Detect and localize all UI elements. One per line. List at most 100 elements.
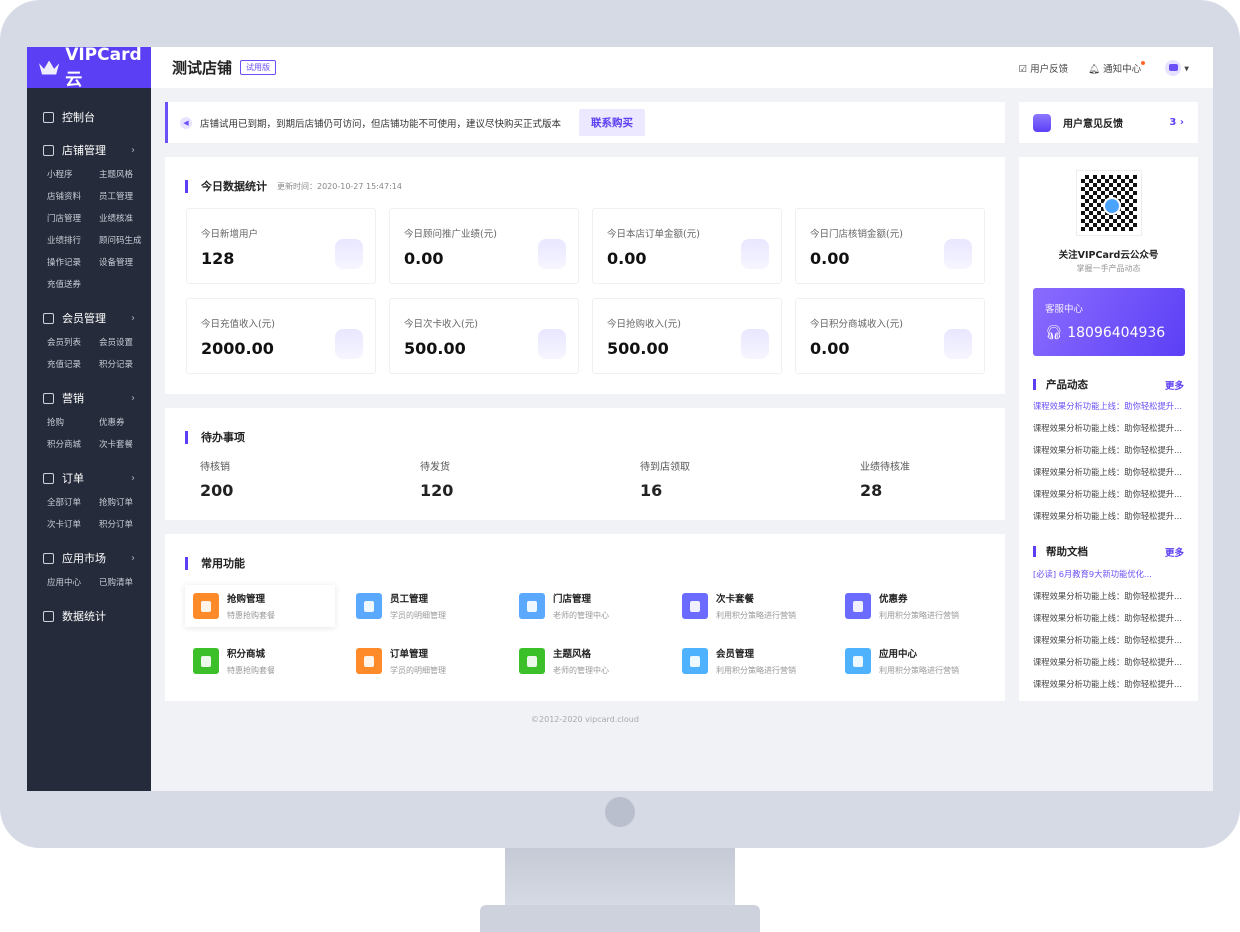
- stat-label: 今日抢购收入(元): [607, 319, 681, 330]
- stat-value: 0.00: [810, 249, 850, 268]
- sidebar-subitem[interactable]: 小程序: [47, 170, 73, 180]
- sidebar-subitem[interactable]: 积分记录: [99, 360, 134, 370]
- sidebar-subitem[interactable]: 业绩核准: [99, 214, 134, 224]
- function-name: 门店管理: [553, 594, 592, 605]
- function-item[interactable]: 次卡套餐利用积分策略进行营销: [674, 585, 824, 627]
- sidebar-subitem[interactable]: 操作记录: [47, 258, 82, 268]
- help-list-item[interactable]: [必读] 6月教育9大新功能优化...: [1033, 569, 1152, 579]
- contact-buy-button[interactable]: 联系购买: [579, 109, 646, 136]
- todo-title: 待办事项: [201, 431, 245, 444]
- notification-link[interactable]: 🔔︎ 通知中心: [1088, 60, 1146, 75]
- stat-box: 今日新增用户 128: [186, 208, 376, 284]
- chevron-right-icon: ›: [131, 472, 135, 484]
- qr-subtitle: 掌握一手产品动态: [1076, 264, 1141, 273]
- news-list-item[interactable]: 课程效果分析功能上线：助你轻松提升...: [1033, 445, 1182, 455]
- help-list-item[interactable]: 课程效果分析功能上线：助你轻松提升...: [1033, 591, 1182, 601]
- stat-decor-icon: [335, 239, 363, 269]
- news-list-item[interactable]: 课程效果分析功能上线：助你轻松提升...: [1033, 401, 1182, 411]
- sidebar-subitem[interactable]: 设备管理: [99, 258, 134, 268]
- help-list-item[interactable]: 课程效果分析功能上线：助你轻松提升...: [1033, 679, 1182, 689]
- sidebar-item-6[interactable]: 数据统计: [43, 608, 135, 624]
- function-item[interactable]: 会员管理 利用积分策略进行营销: [674, 640, 824, 682]
- news-list-item[interactable]: 课程效果分析功能上线：助你轻松提升...: [1033, 511, 1182, 521]
- sidebar-subitem[interactable]: 积分订单: [99, 520, 134, 530]
- store-icon: [43, 144, 54, 156]
- functions-card: 常用功能 抢购管理 特惠抢购套餐 员工管理 学员的明细管理 门店管理 老师的管理中心 次卡套…: [165, 534, 1005, 701]
- sidebar-item-3[interactable]: 营销 ›: [43, 390, 135, 406]
- sidebar-subitem[interactable]: 店铺资料: [47, 192, 82, 202]
- notice-text: 店铺试用已到期，到期后店铺仍可访问，但店铺功能不可使用，建议尽快购买正式版本: [200, 118, 562, 130]
- stat-value: 0.00: [404, 249, 444, 268]
- sidebar-subitem[interactable]: 充值记录: [47, 360, 82, 370]
- sidebar-subitem[interactable]: 应用中心: [47, 578, 82, 588]
- todo-item[interactable]: 业绩待核准 28: [860, 458, 910, 500]
- function-item[interactable]: 订单管理 学员的明细管理: [348, 640, 498, 682]
- bell-icon: 🔔︎: [1088, 63, 1104, 75]
- sidebar-subitem[interactable]: 充值送券: [47, 280, 82, 290]
- store-name: 测试店铺: [172, 59, 233, 77]
- function-item[interactable]: 门店管理 老师的管理中心: [511, 585, 661, 627]
- function-item[interactable]: 主题风格 老师的管理中心: [511, 640, 661, 682]
- sidebar-subitem[interactable]: 业绩排行: [47, 236, 82, 246]
- sidebar-item-5[interactable]: 应用市场 ›: [43, 550, 135, 566]
- user-menu[interactable]: ▾: [1165, 59, 1189, 76]
- sidebar-subitem[interactable]: 顾问码生成: [99, 236, 142, 246]
- sidebar-subitem[interactable]: 全部订单: [47, 498, 82, 508]
- sidebar-subitem[interactable]: 抢购: [47, 418, 65, 428]
- sidebar-subitem[interactable]: 积分商城: [47, 440, 82, 450]
- sidebar-subitem[interactable]: 次卡套餐: [99, 440, 134, 450]
- news-list-item[interactable]: 课程效果分析功能上线：助你轻松提升...: [1033, 423, 1182, 433]
- sidebar-subitem[interactable]: 门店管理: [47, 214, 82, 224]
- sidebar-label: 应用市场: [62, 552, 106, 565]
- function-item[interactable]: 应用中心 利用积分策略进行营销: [837, 640, 987, 682]
- function-item[interactable]: 抢购管理 特惠抢购套餐: [185, 585, 335, 627]
- stat-label: 今日充值收入(元): [201, 319, 275, 330]
- sidebar-subitem[interactable]: 次卡订单: [47, 520, 82, 530]
- todo-item[interactable]: 待核销 200: [200, 458, 233, 500]
- logo[interactable]: VIPCard云: [27, 47, 151, 90]
- news-more-link[interactable]: 更多: [1164, 380, 1184, 392]
- megaphone-icon: [43, 392, 54, 404]
- news-list-item[interactable]: 课程效果分析功能上线：助你轻松提升...: [1033, 467, 1182, 477]
- monitor-stand: [505, 848, 735, 910]
- sidebar-subitem[interactable]: 会员设置: [99, 338, 134, 348]
- feedback-label: 用户反馈: [1030, 63, 1069, 75]
- help-list-item[interactable]: 课程效果分析功能上线：助你轻松提升...: [1033, 613, 1182, 623]
- sidebar-subitem[interactable]: 主题风格: [99, 170, 134, 180]
- sidebar-item-2[interactable]: 会员管理 ›: [43, 310, 135, 326]
- function-item[interactable]: 员工管理 学员的明细管理: [348, 585, 498, 627]
- todo-item[interactable]: 待发货 120: [420, 458, 453, 500]
- feedback-count-value: 3: [1169, 117, 1177, 128]
- sidebar-subitem[interactable]: 会员列表: [47, 338, 82, 348]
- help-header: 帮助文档 更多: [1033, 544, 1184, 559]
- todo-value: 16: [640, 481, 663, 500]
- function-name: 次卡套餐: [716, 594, 755, 605]
- function-desc: 学员的明细管理: [390, 666, 446, 675]
- help-list-item[interactable]: 课程效果分析功能上线：助你轻松提升...: [1033, 635, 1182, 645]
- todo-label: 待到店领取: [640, 462, 690, 473]
- stat-value: 0.00: [607, 249, 647, 268]
- function-item[interactable]: 优惠券 利用积分策略进行营销: [837, 585, 987, 627]
- news-list-item[interactable]: 课程效果分析功能上线：助你轻松提升...: [1033, 489, 1182, 499]
- function-desc: 利用积分策略进行营销: [716, 611, 796, 620]
- feedback-card[interactable]: 用户意见反馈 3 ›: [1019, 102, 1198, 143]
- sidebar-subitem[interactable]: 已购清单: [99, 578, 134, 588]
- sidebar-item-1[interactable]: 店铺管理 ›: [43, 142, 135, 158]
- sidebar-item-4[interactable]: 订单 ›: [43, 470, 135, 486]
- sidebar-item-0[interactable]: 控制台: [43, 109, 135, 125]
- function-item[interactable]: 积分商城 特惠抢购套餐: [185, 640, 335, 682]
- stat-decor-icon: [944, 239, 972, 269]
- help-list-item[interactable]: 课程效果分析功能上线：助你轻松提升...: [1033, 657, 1182, 667]
- sidebar-subitem[interactable]: 员工管理: [99, 192, 134, 202]
- todo-value: 28: [860, 481, 883, 500]
- customer-service-card[interactable]: 客服中心 🎧︎ 18096404936: [1033, 288, 1185, 356]
- sidebar-subitem[interactable]: 抢购订单: [99, 498, 134, 508]
- help-more-link[interactable]: 更多: [1164, 547, 1184, 559]
- speaker-icon: ◀: [180, 116, 192, 129]
- feedback-link[interactable]: ☑ 用户反馈: [1019, 61, 1069, 75]
- order-icon: [43, 472, 54, 484]
- edit-icon: ☑: [1018, 63, 1031, 75]
- todo-item[interactable]: 待到店领取 16: [640, 458, 690, 500]
- stat-box: 今日充值收入(元) 2000.00: [186, 298, 376, 374]
- sidebar-subitem[interactable]: 优惠券: [99, 418, 125, 428]
